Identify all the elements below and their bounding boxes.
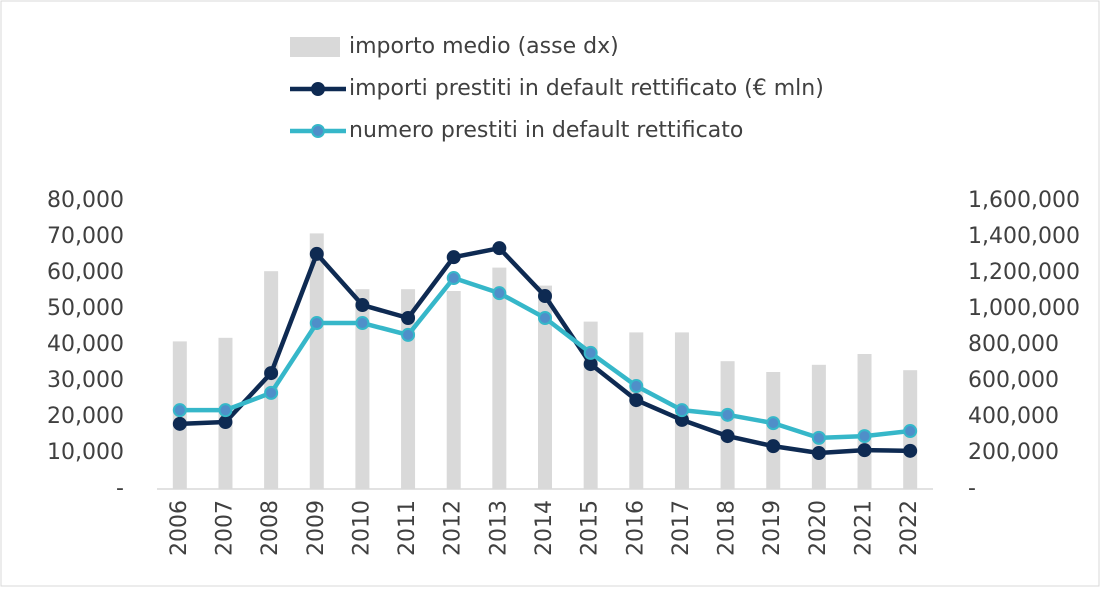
x-tick-label: 2007 xyxy=(212,500,237,556)
marker xyxy=(492,241,507,256)
marker xyxy=(538,311,552,325)
y2-tick-label: 1,400,000 xyxy=(968,224,1080,249)
marker xyxy=(172,416,187,431)
y2-tick-label: 1,600,000 xyxy=(968,188,1080,213)
y-tick-label: 20,000 xyxy=(47,404,124,429)
bar xyxy=(309,233,324,489)
y-tick-label: 10,000 xyxy=(47,440,124,465)
x-tick-label: 2010 xyxy=(349,500,374,556)
marker xyxy=(309,316,324,331)
marker xyxy=(264,366,279,381)
x-tick-label: 2012 xyxy=(441,500,466,556)
marker xyxy=(811,446,826,460)
marker xyxy=(446,271,461,286)
marker xyxy=(401,311,416,325)
marker xyxy=(811,430,826,445)
marker xyxy=(264,385,279,400)
y-tick-label: 60,000 xyxy=(47,260,124,285)
bar xyxy=(766,372,781,489)
x-tick-label: 2008 xyxy=(258,500,283,556)
x-tick-label: 2019 xyxy=(760,500,785,556)
marker xyxy=(309,246,324,261)
marker xyxy=(674,403,689,418)
marker xyxy=(903,443,918,458)
marker xyxy=(857,443,872,458)
y-tick-label: 30,000 xyxy=(47,368,124,393)
bar xyxy=(720,361,735,489)
marker xyxy=(355,298,370,313)
x-tick-label: 2006 xyxy=(167,500,192,556)
x-tick-label: 2017 xyxy=(669,500,694,556)
bar xyxy=(492,267,507,489)
x-tick-label: 2021 xyxy=(852,500,877,556)
x-tick-label: 2014 xyxy=(532,500,557,556)
legend-label: importi prestiti in default rettificato … xyxy=(349,76,824,101)
marker xyxy=(492,286,507,301)
marker xyxy=(629,393,644,408)
marker xyxy=(720,429,735,444)
bar xyxy=(811,364,826,489)
marker xyxy=(857,429,872,444)
legend-label: numero prestiti in default rettificato xyxy=(349,118,743,143)
marker xyxy=(583,345,598,360)
marker xyxy=(720,407,735,422)
y2-tick-label: 1,200,000 xyxy=(968,260,1080,285)
legend-label: importo medio (asse dx) xyxy=(349,34,619,59)
marker xyxy=(629,379,644,394)
marker xyxy=(446,250,461,265)
y-tick-label: 50,000 xyxy=(47,296,124,321)
marker xyxy=(218,403,233,418)
legend-swatch xyxy=(290,37,340,57)
x-tick-label: 2022 xyxy=(897,500,922,556)
y-tick-label: 80,000 xyxy=(47,188,124,213)
y2-tick-label: 800,000 xyxy=(968,332,1059,357)
marker xyxy=(355,316,370,331)
y2-tick-label: 200,000 xyxy=(968,440,1059,465)
x-tick-label: 2018 xyxy=(715,500,740,556)
y2-tick-label: 1,000,000 xyxy=(968,296,1080,321)
y2-tick-label: 400,000 xyxy=(968,404,1059,429)
x-tick-label: 2013 xyxy=(486,500,511,556)
bar xyxy=(538,285,552,489)
y2-tick-label: - xyxy=(968,476,976,501)
bar xyxy=(857,354,872,489)
marker xyxy=(538,289,552,304)
marker xyxy=(903,424,918,439)
x-tick-label: 2011 xyxy=(395,500,420,556)
bar xyxy=(355,289,370,489)
bar xyxy=(446,291,461,489)
y-tick-label: - xyxy=(116,476,124,501)
marker xyxy=(766,439,781,454)
legend-marker xyxy=(311,124,325,138)
x-tick-label: 2016 xyxy=(623,500,648,556)
x-tick-label: 2015 xyxy=(578,500,603,556)
legend-marker xyxy=(311,82,325,96)
y2-tick-label: 600,000 xyxy=(968,368,1059,393)
marker xyxy=(401,327,416,342)
x-tick-label: 2020 xyxy=(806,500,831,556)
bar xyxy=(629,332,644,489)
marker xyxy=(766,416,781,431)
y-tick-label: 40,000 xyxy=(47,332,124,357)
marker xyxy=(218,415,233,430)
x-tick-label: 2009 xyxy=(304,500,329,556)
bar xyxy=(264,271,279,489)
marker xyxy=(172,403,187,418)
y-tick-label: 70,000 xyxy=(47,224,124,249)
